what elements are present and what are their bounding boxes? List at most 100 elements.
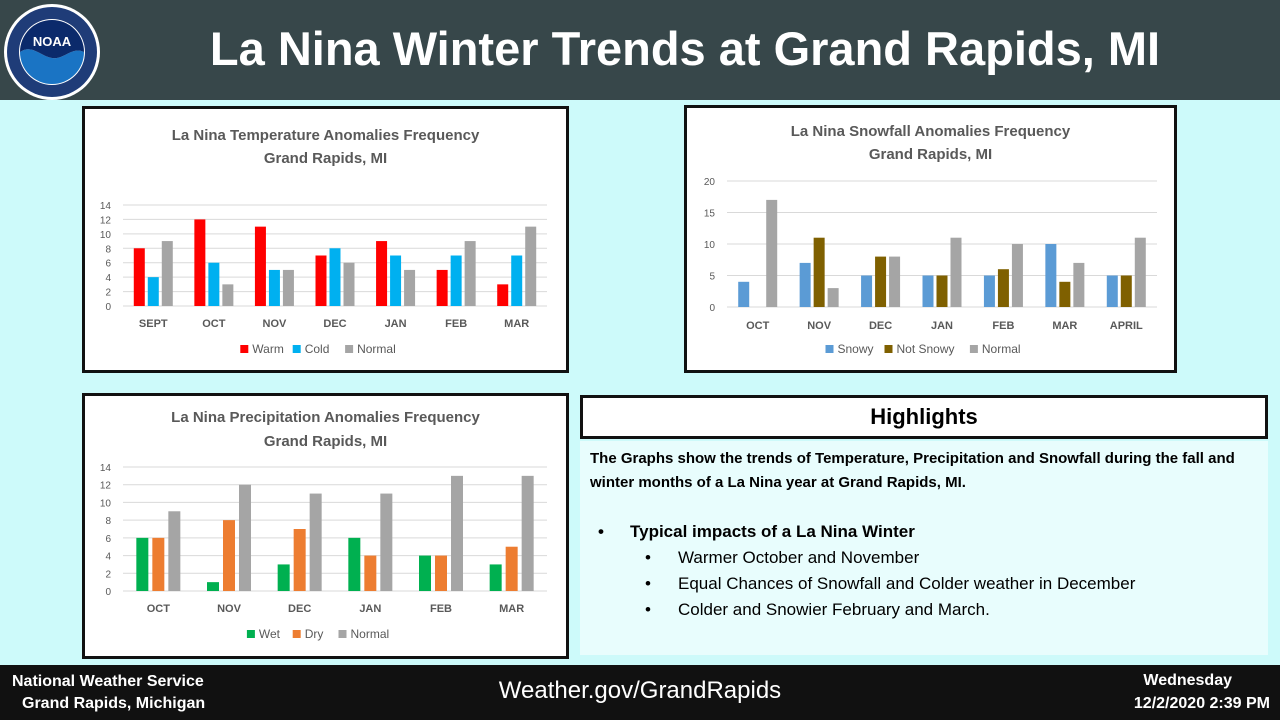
y-tick-label: 15: [704, 209, 716, 220]
x-tick-label: JAN: [931, 320, 953, 332]
bar: [254, 226, 266, 306]
x-tick-label: NOV: [263, 318, 288, 330]
bar: [222, 284, 234, 306]
bar: [738, 281, 750, 307]
x-tick-label: MAR: [499, 603, 524, 615]
bar: [168, 511, 181, 591]
legend-label: Warm: [252, 342, 284, 356]
chart-svg: La Nina Snowfall Anomalies Frequency Gran…: [704, 123, 1157, 356]
bar: [505, 546, 518, 591]
bullet-icon: •: [645, 548, 651, 567]
bar: [511, 255, 523, 306]
bar: [239, 484, 251, 591]
legend-swatch: [240, 345, 249, 353]
bar: [1134, 237, 1146, 307]
bar: [133, 248, 145, 306]
bar: [147, 277, 159, 306]
bar: [997, 269, 1009, 307]
legend-label: Wet: [259, 627, 281, 641]
bar: [343, 262, 355, 306]
bar: [875, 256, 887, 307]
bar: [348, 537, 361, 591]
bar: [497, 284, 509, 306]
bar: [207, 582, 219, 591]
svg-text:NOAA: NOAA: [33, 34, 72, 49]
bar: [208, 262, 220, 306]
bar: [268, 269, 280, 306]
legend-label: Snowy: [838, 342, 874, 356]
legend-label: Not Snowy: [897, 342, 955, 356]
main-bullet-text: Typical impacts of a La Nina Winter: [630, 522, 915, 541]
bar: [315, 255, 327, 306]
bar: [1073, 262, 1085, 307]
y-tick-label: 14: [100, 201, 112, 212]
legend-label: Normal: [982, 342, 1021, 356]
bar: [1120, 275, 1132, 307]
bullet-icon: •: [645, 600, 651, 619]
bar: [950, 237, 962, 307]
y-tick-label: 8: [105, 244, 111, 255]
x-tick-label: DEC: [288, 603, 311, 615]
x-tick-label: MAR: [504, 318, 529, 330]
bar: [376, 241, 388, 306]
bar: [983, 275, 995, 307]
y-tick-label: 14: [100, 463, 112, 474]
y-tick-label: 10: [100, 230, 112, 241]
legend-label: Cold: [305, 342, 330, 356]
bar: [861, 275, 873, 307]
x-tick-label: JAN: [385, 318, 407, 330]
x-tick-label: JAN: [359, 603, 381, 615]
bar: [329, 248, 341, 306]
footer-org-line1: National Weather Service: [12, 673, 204, 690]
bar: [152, 537, 165, 591]
bar: [936, 275, 948, 307]
highlights-heading: Highlights: [580, 395, 1268, 439]
bar: [1011, 244, 1023, 307]
bar: [282, 269, 294, 306]
x-tick-label: OCT: [147, 603, 171, 615]
bar: [309, 493, 322, 591]
x-tick-label: NOV: [217, 603, 242, 615]
legend-swatch: [246, 630, 255, 638]
bar: [525, 226, 537, 306]
bar: [450, 255, 462, 306]
x-tick-label: FEB: [430, 603, 452, 615]
bar: [827, 288, 839, 307]
bar: [390, 255, 402, 306]
bar: [436, 269, 448, 306]
x-tick-label: DEC: [869, 320, 892, 332]
y-tick-label: 4: [105, 273, 111, 284]
header-bar: NOAA La Nina Winter Trends at Grand Rapi…: [0, 0, 1280, 100]
x-tick-label: APRIL: [1110, 320, 1143, 332]
bar: [799, 262, 811, 307]
chart-title: La Nina Snowfall Anomalies Frequency: [791, 123, 1071, 140]
bar: [380, 493, 393, 591]
y-tick-label: 0: [709, 303, 715, 314]
snowfall-chart: La Nina Snowfall Anomalies Frequency Gran…: [684, 105, 1177, 373]
legend-label: Normal: [357, 342, 396, 356]
chart-subtitle: Grand Rapids, MI: [264, 150, 387, 167]
chart-title: La Nina Temperature Anomalies Frequency: [172, 127, 480, 144]
bar: [521, 475, 534, 591]
y-tick-label: 10: [100, 498, 112, 509]
legend-label: Normal: [351, 627, 390, 641]
bar: [223, 520, 235, 591]
footer-bar: National Weather Service Grand Rapids, M…: [0, 665, 1280, 720]
y-tick-label: 12: [100, 215, 112, 226]
chart-svg: La Nina Temperature Anomalies Frequency G…: [100, 127, 547, 356]
sub-bullet-text: Colder and Snowier February and March.: [678, 600, 990, 619]
footer-website-link[interactable]: Weather.gov/GrandRapids: [498, 677, 782, 704]
y-tick-label: 5: [709, 272, 715, 283]
bar: [1106, 275, 1118, 307]
bar: [766, 199, 778, 307]
highlights-main-bullet: • Typical impacts of a La Nina Winter: [590, 519, 1258, 545]
sub-bullet-text: Equal Chances of Snowfall and Colder wea…: [678, 574, 1136, 593]
y-tick-label: 2: [105, 569, 111, 580]
bar: [277, 564, 290, 591]
bar: [922, 275, 934, 307]
bar: [194, 219, 206, 306]
legend-swatch: [292, 630, 301, 638]
page-title: La Nina Winter Trends at Grand Rapids, M…: [209, 22, 1161, 75]
chart-svg: La Nina Precipitation Anomalies Frequenc…: [100, 409, 547, 641]
x-tick-label: MAR: [1052, 320, 1077, 332]
